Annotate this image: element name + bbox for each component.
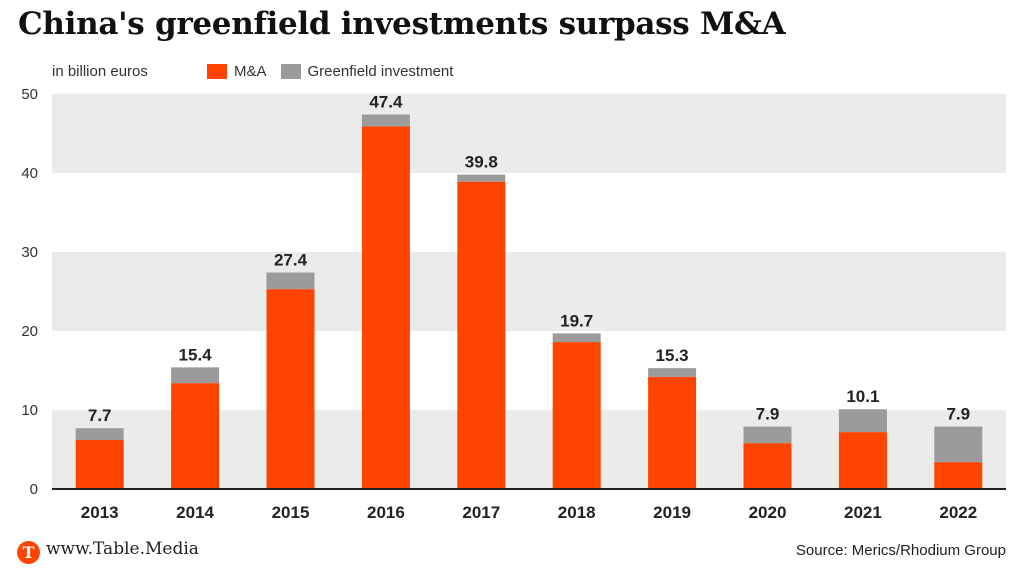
- y-tick-label: 10: [21, 402, 38, 419]
- y-tick-label: 20: [21, 323, 38, 340]
- unit-label: in billion euros: [52, 63, 148, 80]
- legend: M&A Greenfield investment: [207, 63, 467, 80]
- data-label-total: 19.7: [560, 311, 593, 330]
- data-label-total: 7.9: [946, 405, 970, 424]
- bar-greenfield: [743, 426, 792, 444]
- bar-ma: [266, 289, 315, 489]
- y-tick-label: 50: [21, 86, 38, 103]
- data-label-total: 7.9: [756, 405, 780, 424]
- x-tick-label: 2016: [367, 503, 405, 522]
- bar-greenfield: [838, 409, 887, 433]
- data-labels: 7.7 15.4 27.4 47.4 39.8 19.7 15.3 7.9 10.1 7.9: [88, 93, 970, 426]
- footer-source: Source: Merics/Rhodium Group: [795, 542, 1006, 559]
- x-axis-ticks: 2013 2014 2015 2016 2017 2018 2019 2020 2021 2022: [81, 503, 977, 522]
- bar-ma: [457, 181, 506, 489]
- bar-greenfield: [934, 426, 983, 463]
- x-tick-label: 2019: [653, 503, 691, 522]
- bar-ma: [75, 440, 124, 489]
- chart-title: China's greenfield investments surpass M…: [18, 6, 786, 42]
- legend-item-ma: M&A: [207, 63, 267, 80]
- bar-greenfield: [75, 428, 124, 441]
- legend-swatch-greenfield: [280, 64, 301, 79]
- legend-label-greenfield: Greenfield investment: [307, 63, 454, 80]
- bar-ma: [552, 342, 601, 489]
- x-tick-label: 2017: [462, 503, 500, 522]
- x-tick-label: 2014: [176, 503, 214, 522]
- table-media-logo-icon: T: [17, 541, 40, 564]
- x-tick-label: 2021: [844, 503, 882, 522]
- bars: [75, 114, 983, 489]
- bar-ma: [743, 443, 792, 489]
- y-tick-label: 40: [21, 165, 38, 182]
- data-label-total: 7.7: [88, 406, 112, 425]
- bar-greenfield: [361, 114, 410, 127]
- legend-swatch-ma: [207, 64, 227, 79]
- x-tick-label: 2015: [272, 503, 310, 522]
- bar-greenfield: [171, 367, 220, 384]
- bar-ma: [838, 432, 887, 489]
- data-label-total: 47.4: [369, 93, 403, 112]
- bar-ma: [648, 376, 697, 489]
- bar-greenfield: [552, 333, 601, 343]
- x-tick-label: 2020: [749, 503, 787, 522]
- footer-site: www.Table.Media: [46, 539, 199, 559]
- data-label-total: 27.4: [274, 251, 308, 270]
- bar-greenfield: [648, 368, 697, 377]
- x-tick-label: 2018: [558, 503, 596, 522]
- data-label-total: 10.1: [846, 387, 879, 406]
- legend-item-greenfield: Greenfield investment: [280, 63, 454, 80]
- bar-greenfield: [457, 174, 506, 182]
- data-label-total: 15.4: [179, 345, 213, 364]
- grid-band: [52, 94, 1006, 173]
- legend-label-ma: M&A: [234, 63, 267, 80]
- bar-greenfield: [266, 272, 315, 290]
- x-tick-label: 2022: [939, 503, 977, 522]
- x-tick-label: 2013: [81, 503, 119, 522]
- y-tick-label: 30: [21, 244, 38, 261]
- bar-ma: [934, 462, 983, 489]
- data-label-total: 39.8: [465, 153, 498, 172]
- bar-ma: [171, 383, 220, 489]
- grid-band: [52, 252, 1006, 331]
- data-label-total: 15.3: [656, 346, 689, 365]
- y-tick-label: 0: [30, 481, 38, 498]
- y-axis-ticks: 0 10 20 30 40 50: [21, 86, 38, 498]
- bar-ma: [361, 126, 410, 489]
